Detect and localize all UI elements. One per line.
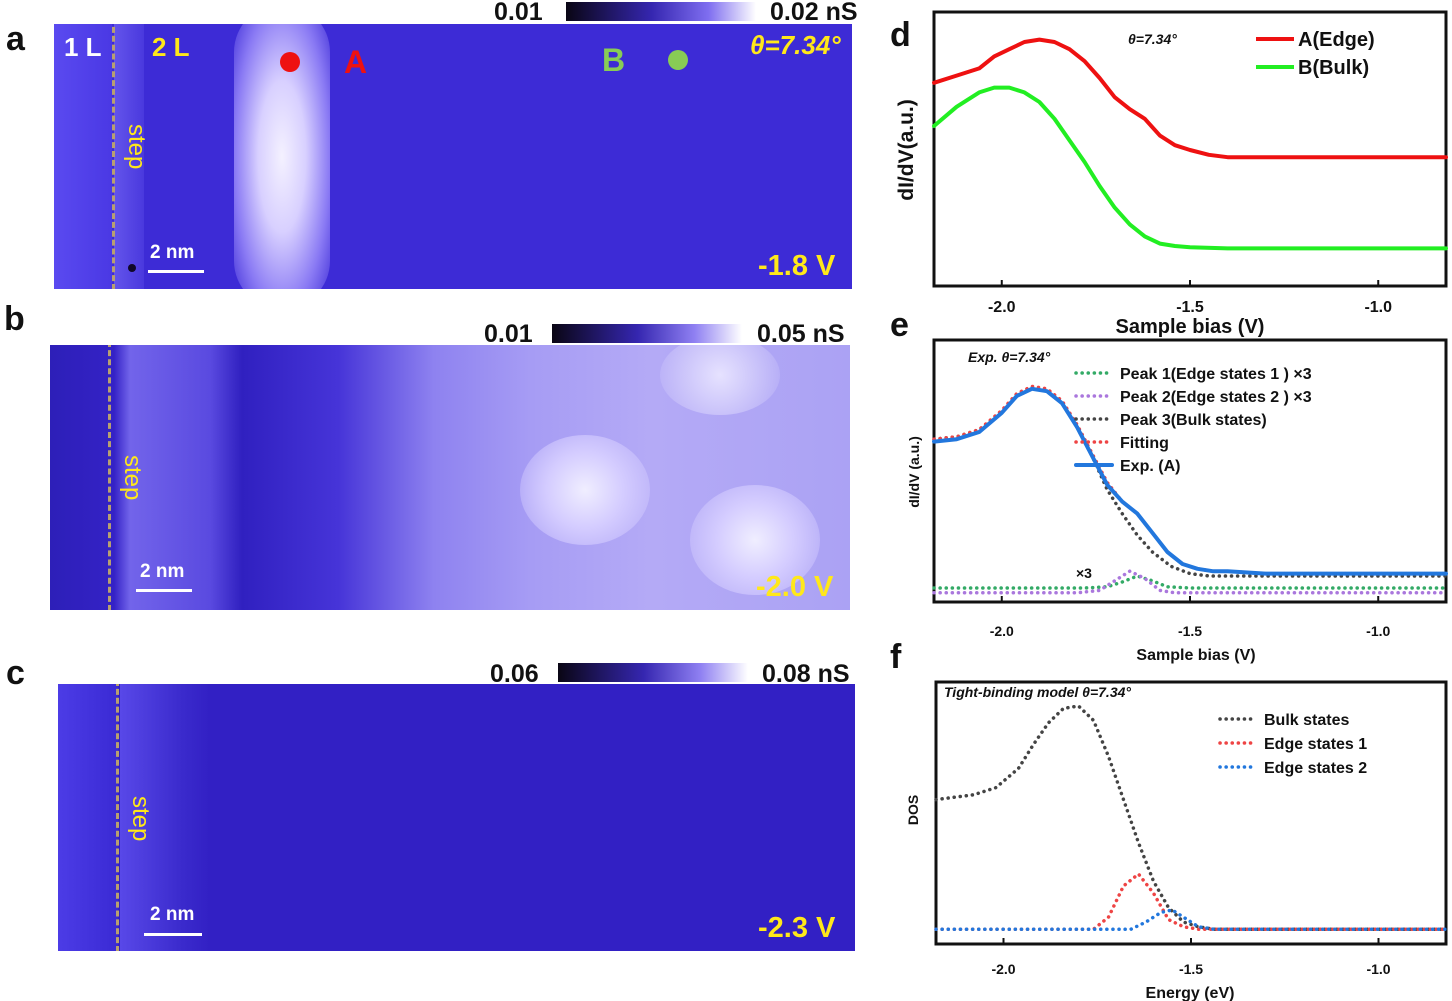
- chart-d-xlabel: Sample bias (V): [1116, 316, 1265, 338]
- chart-e: -2.0 -1.5 -1.0 Exp. θ=7.34° ×3 Peak 1(Edge…: [906, 338, 1448, 664]
- chart-e-title: Exp. θ=7.34°: [968, 349, 1051, 365]
- chart-f-ticks: -2.0 -1.5 -1.0: [991, 938, 1391, 977]
- chart-e-series-1: [932, 569, 1448, 595]
- chart-f-frame: [934, 680, 1448, 946]
- step-edge-glow: [114, 24, 144, 289]
- stm-map-c: step 2 nm -2.3 V: [58, 684, 855, 951]
- chart-e-ticks: -2.0 -1.5 -1.0: [990, 596, 1391, 639]
- chart-f-series-0: [934, 704, 1448, 931]
- bulk-bright-spot-1: [520, 435, 650, 545]
- chart-d-title: θ=7.34°: [1128, 31, 1177, 47]
- chart-f-legend: Bulk states Edge states 1 Edge states 2: [1218, 712, 1367, 777]
- bulk-bright-spot-2: [690, 485, 820, 595]
- colorbar-b-max: 0.05 nS: [757, 320, 845, 348]
- scalebar-c-label: 2 nm: [150, 904, 195, 925]
- legend-d-edge-label: A(Edge): [1298, 29, 1375, 51]
- chart-f-series: [934, 704, 1448, 931]
- stm-map-a: 2 L 1 L A B θ=7.34° step 2 nm -1.8 V: [54, 24, 852, 289]
- chart-f: -2.0 -1.5 -1.0 Tight-binding model θ=7.34°…: [905, 680, 1448, 1001]
- bias-b: -2.0 V: [756, 571, 834, 603]
- legend-e-label-3: Fitting: [1120, 435, 1169, 452]
- chart-e-series: [932, 384, 1448, 595]
- colorbar-a: [566, 2, 756, 21]
- scalebar-a-label: 2 nm: [150, 242, 195, 263]
- bias-c: -2.3 V: [758, 912, 836, 944]
- panel-label-c: c: [6, 654, 25, 692]
- chart-f-xlabel: Energy (eV): [1146, 985, 1235, 1001]
- chart-d-legend: A(Edge) B(Bulk): [1256, 29, 1375, 79]
- chart-e-annotation: ×3: [1076, 565, 1092, 581]
- chart-d-series-0: [932, 37, 1448, 160]
- layer-1l-region: [54, 24, 112, 289]
- colorbar-a-min: 0.01: [494, 0, 543, 26]
- panel-label-f: f: [890, 638, 902, 676]
- chart-d-ylabel: dI/dV(a.u.): [895, 99, 918, 201]
- theta-label-a: θ=7.34°: [750, 30, 841, 60]
- legend-d-bulk-label: B(Bulk): [1298, 57, 1369, 79]
- colorbar-b: [552, 324, 742, 343]
- chart-d-series: [932, 37, 1448, 251]
- scalebar-b: [136, 589, 192, 592]
- colorbar-a-max: 0.02 nS: [770, 0, 858, 26]
- chart-f-series-2: [934, 908, 1448, 931]
- panel-label-e: e: [890, 306, 909, 344]
- chart-e-xlabel: Sample bias (V): [1136, 647, 1255, 664]
- legend-f-label-2: Edge states 2: [1264, 760, 1367, 777]
- chart-d-tick-label-2: -1.0: [1364, 299, 1392, 316]
- legend-e-label-1: Peak 2(Edge states 2 ) ×3: [1120, 389, 1312, 406]
- chart-e-tick-label-2: -1.0: [1366, 623, 1390, 639]
- step-line-c: [116, 684, 119, 951]
- chart-d-tick-label-1: -1.5: [1176, 299, 1204, 316]
- step-line-a: [112, 24, 115, 289]
- colorbar-c-min: 0.06: [490, 660, 539, 688]
- defect-dot: [128, 264, 136, 272]
- scalebar-a: [148, 270, 204, 273]
- point-a-label: A: [344, 44, 368, 80]
- scalebar-c: [144, 933, 202, 936]
- label-1l: 1 L: [64, 32, 102, 62]
- chart-f-series-1: [934, 872, 1448, 931]
- legend-f-label-1: Edge states 1: [1264, 736, 1367, 753]
- colorbar-c: [558, 663, 748, 682]
- legend-e-label-4: Exp. (A): [1120, 458, 1180, 475]
- step-edge-glow-c: [120, 684, 210, 951]
- point-b-marker: [668, 50, 688, 70]
- label-2l: 2 L: [152, 32, 190, 62]
- chart-e-ylabel: dI/dV (a.u.): [906, 436, 922, 508]
- stm-map-b: step 2 nm -2.0 V: [50, 345, 850, 610]
- panel-label-b: b: [4, 300, 25, 338]
- scalebar-b-label: 2 nm: [140, 561, 185, 582]
- step-line-b: [108, 345, 111, 610]
- colorbar-c-max: 0.08 nS: [762, 660, 850, 688]
- chart-e-series-4: [932, 386, 1448, 576]
- chart-d: -2.0 -1.5 -1.0 θ=7.34° A(Edge) B(Bulk) Sam…: [895, 10, 1448, 338]
- bulk-bright-spot-3: [660, 345, 780, 415]
- legend-e-label-0: Peak 1(Edge states 1 ) ×3: [1120, 366, 1312, 383]
- bias-a: -1.8 V: [758, 250, 836, 282]
- panel-label-d: d: [890, 16, 911, 54]
- chart-d-tick-label-0: -2.0: [988, 299, 1016, 316]
- layer-1l-region-c: [58, 684, 118, 951]
- chart-d-series-1: [932, 85, 1448, 251]
- chart-f-ylabel: DOS: [905, 795, 921, 825]
- chart-e-legend: Peak 1(Edge states 1 ) ×3 Peak 2(Edge sta…: [1074, 366, 1312, 475]
- point-a-marker: [280, 52, 300, 72]
- legend-f-label-0: Bulk states: [1264, 712, 1349, 729]
- legend-e-label-2: Peak 3(Bulk states): [1120, 412, 1267, 429]
- chart-d-ticks: -2.0 -1.5 -1.0: [988, 280, 1392, 316]
- chart-e-series-0: [932, 574, 1448, 590]
- panel-label-a: a: [6, 20, 25, 58]
- chart-f-tick-label-1: -1.5: [1179, 961, 1203, 977]
- point-b-label: B: [602, 42, 626, 78]
- chart-f-tick-label-2: -1.0: [1366, 961, 1390, 977]
- chart-f-title: Tight-binding model θ=7.34°: [944, 684, 1131, 700]
- colorbar-b-min: 0.01: [484, 320, 533, 348]
- chart-e-tick-label-1: -1.5: [1178, 623, 1202, 639]
- chart-e-tick-label-0: -2.0: [990, 623, 1014, 639]
- chart-f-tick-label-0: -2.0: [991, 961, 1015, 977]
